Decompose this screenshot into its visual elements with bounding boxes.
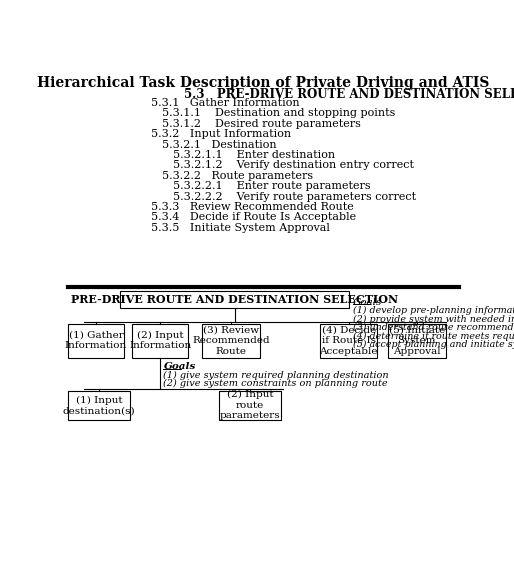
Text: Goals: Goals — [353, 298, 382, 306]
Text: (2) provide system with needed information and limitations: (2) provide system with needed informati… — [353, 314, 514, 324]
Text: (5) Initiate
System
Approval: (5) Initiate System Approval — [389, 326, 445, 356]
Text: (2) Input
route
parameters: (2) Input route parameters — [220, 390, 281, 420]
FancyBboxPatch shape — [388, 324, 446, 358]
Text: 5.3.2.1.1    Enter destination: 5.3.2.1.1 Enter destination — [173, 150, 335, 160]
Text: Goals: Goals — [163, 362, 196, 371]
FancyBboxPatch shape — [68, 324, 124, 358]
Text: 5.3.2.1   Destination: 5.3.2.1 Destination — [162, 140, 277, 150]
Text: (1) Input
destination(s): (1) Input destination(s) — [63, 396, 135, 415]
Text: 5.3.4   Decide if Route Is Acceptable: 5.3.4 Decide if Route Is Acceptable — [151, 212, 356, 223]
Text: (2) Input
Information: (2) Input Information — [129, 331, 192, 350]
Text: 5.3.5   Initiate System Approval: 5.3.5 Initiate System Approval — [151, 223, 330, 233]
Text: 5.3.2.1.2    Verify destination entry correct: 5.3.2.1.2 Verify destination entry corre… — [173, 161, 414, 171]
FancyBboxPatch shape — [202, 324, 260, 358]
Text: (5) accept planning and initiate system guidance: (5) accept planning and initiate system … — [353, 340, 514, 349]
FancyBboxPatch shape — [68, 391, 130, 420]
FancyBboxPatch shape — [133, 324, 188, 358]
FancyBboxPatch shape — [219, 391, 281, 420]
Text: (1) Gather
Information: (1) Gather Information — [65, 331, 127, 350]
FancyBboxPatch shape — [320, 324, 377, 358]
Text: 5.3.2   Input Information: 5.3.2 Input Information — [151, 129, 291, 139]
Text: PRE-DRIVE ROUTE AND DESTINATION SELECTION: PRE-DRIVE ROUTE AND DESTINATION SELECTIO… — [71, 294, 398, 305]
Text: 5.3.1.2    Desired route parameters: 5.3.1.2 Desired route parameters — [162, 119, 361, 129]
Text: (1) give system required planning destination: (1) give system required planning destin… — [163, 371, 389, 380]
Text: (3) Review
Recommended
Route: (3) Review Recommended Route — [192, 326, 270, 356]
Text: 5.3.2.2   Route parameters: 5.3.2.2 Route parameters — [162, 171, 313, 181]
Text: (1) develop pre-planning information: (1) develop pre-planning information — [353, 306, 514, 315]
Text: Hierarchical Task Description of Private Driving and ATIS: Hierarchical Task Description of Private… — [37, 76, 490, 90]
Text: (2) give system constraints on planning route: (2) give system constraints on planning … — [163, 379, 388, 388]
FancyBboxPatch shape — [120, 291, 350, 309]
Text: 5.3.1.1    Destination and stopping points: 5.3.1.1 Destination and stopping points — [162, 108, 395, 118]
Text: (3) understand route recommended by the system: (3) understand route recommended by the … — [353, 323, 514, 332]
Text: 5.3.2.2.1    Enter route parameters: 5.3.2.2.1 Enter route parameters — [173, 182, 371, 191]
Text: 5.3   PRE-DRIVE ROUTE AND DESTINATION SELECTION: 5.3 PRE-DRIVE ROUTE AND DESTINATION SELE… — [185, 88, 514, 101]
Text: 5.3.1   Gather Information: 5.3.1 Gather Information — [151, 98, 300, 108]
Text: (4) determine if route meets requirements: (4) determine if route meets requirement… — [353, 331, 514, 340]
Text: 5.3.3   Review Recommended Route: 5.3.3 Review Recommended Route — [151, 202, 354, 212]
Text: 5.3.2.2.2    Verify route parameters correct: 5.3.2.2.2 Verify route parameters correc… — [173, 191, 416, 202]
Text: (4) Decide
if Route Is
Acceptable: (4) Decide if Route Is Acceptable — [319, 326, 378, 356]
